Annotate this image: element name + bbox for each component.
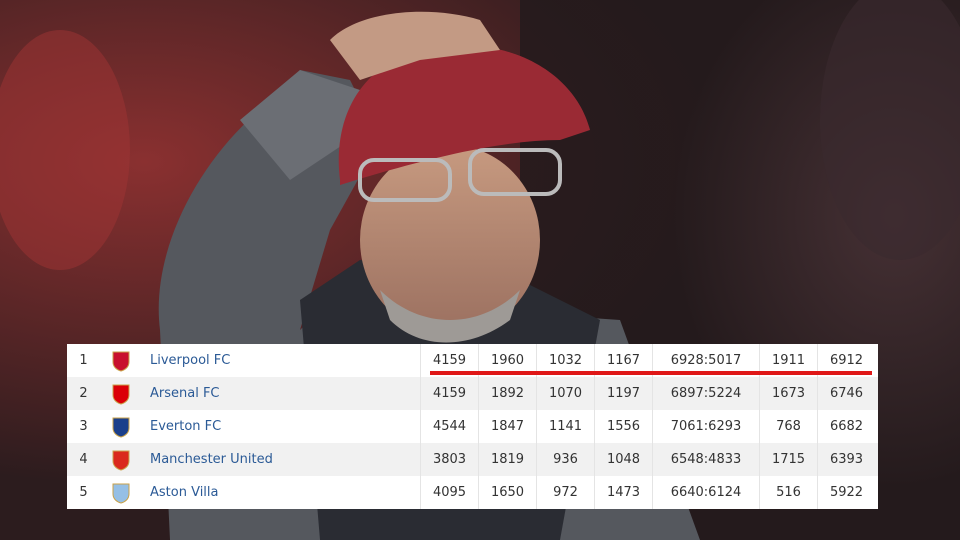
logo-cell [100, 350, 142, 372]
stat: 1911 [759, 344, 817, 377]
stat: 1070 [536, 377, 594, 410]
stat: 6682 [817, 410, 875, 443]
stat: 936 [536, 443, 594, 476]
stat: 1556 [594, 410, 652, 443]
rank: 5 [79, 485, 88, 500]
logo-cell [100, 449, 142, 471]
stat: 1715 [759, 443, 817, 476]
table-row: 4 Manchester United 3803 1819 936 1048 6548:48… [67, 443, 878, 476]
stat: 1473 [594, 476, 652, 509]
stat: 1673 [759, 377, 817, 410]
stat: 4544 [420, 410, 478, 443]
club-crest [112, 417, 130, 438]
goals: 6928:5017 [652, 344, 759, 377]
club-crest [112, 483, 130, 504]
goals: 7061:6293 [652, 410, 759, 443]
goals: 6640:6124 [652, 476, 759, 509]
red-underline [430, 371, 872, 375]
club-name[interactable]: Aston Villa [150, 485, 219, 500]
rank: 2 [79, 386, 88, 401]
rank: 4 [79, 452, 88, 467]
stat: 1048 [594, 443, 652, 476]
stat: 1892 [478, 377, 536, 410]
table-row: 5 Aston Villa 4095 1650 972 1473 6640:6124 516 5… [67, 476, 878, 509]
stat: 4159 [420, 344, 478, 377]
club-crest [112, 351, 130, 372]
rank: 3 [79, 419, 88, 434]
goals: 6548:4833 [652, 443, 759, 476]
table-row: 2 Arsenal FC 4159 1892 1070 1197 6897:5224 1673… [67, 377, 878, 410]
club-name[interactable]: Arsenal FC [150, 386, 220, 401]
stat: 516 [759, 476, 817, 509]
club-crest [112, 450, 130, 471]
league-table: 1 Liverpool FC 4159 1960 1032 1167 6928:5017 19… [67, 344, 878, 509]
logo-cell [100, 482, 142, 504]
stat: 4159 [420, 377, 478, 410]
stat: 1141 [536, 410, 594, 443]
stat: 6746 [817, 377, 875, 410]
stat: 3803 [420, 443, 478, 476]
stat: 1847 [478, 410, 536, 443]
stat: 768 [759, 410, 817, 443]
stat: 972 [536, 476, 594, 509]
stat: 1167 [594, 344, 652, 377]
club-name[interactable]: Manchester United [150, 452, 273, 467]
club-crest [112, 384, 130, 405]
stat: 1960 [478, 344, 536, 377]
club-name[interactable]: Everton FC [150, 419, 222, 434]
logo-cell [100, 383, 142, 405]
club-name[interactable]: Liverpool FC [150, 353, 231, 368]
rank: 1 [79, 353, 88, 368]
stat: 6393 [817, 443, 875, 476]
stat: 1032 [536, 344, 594, 377]
stat: 6912 [817, 344, 875, 377]
stat: 5922 [817, 476, 875, 509]
stat: 1650 [478, 476, 536, 509]
goals: 6897:5224 [652, 377, 759, 410]
stat: 1197 [594, 377, 652, 410]
stat: 4095 [420, 476, 478, 509]
table-row: 3 Everton FC 4544 1847 1141 1556 7061:6293 768 6… [67, 410, 878, 443]
logo-cell [100, 416, 142, 438]
stat: 1819 [478, 443, 536, 476]
